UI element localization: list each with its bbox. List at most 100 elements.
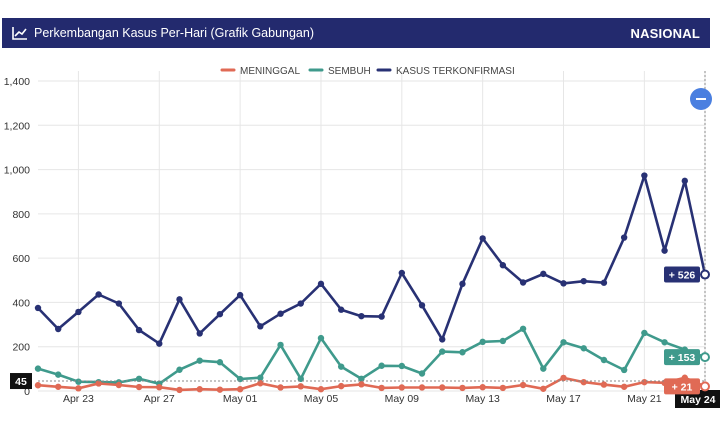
data-point[interactable] [439,336,446,343]
data-point[interactable] [641,378,648,386]
data-point[interactable] [257,380,264,387]
legend-item[interactable]: MENINGGAL [220,66,300,77]
data-point[interactable] [236,291,244,299]
data-point[interactable] [337,363,345,370]
data-point[interactable] [75,378,82,385]
data-point[interactable] [681,177,688,185]
data-point[interactable] [257,323,264,330]
data-point[interactable] [418,302,426,309]
data-point[interactable] [540,270,547,278]
data-point[interactable] [156,384,163,391]
data-point[interactable] [540,365,547,372]
data-point[interactable] [55,325,62,333]
legend-item[interactable]: KASUS TERKONFIRMASI [376,66,515,77]
data-point[interactable] [135,326,143,334]
data-point[interactable] [600,279,608,286]
data-point[interactable] [34,304,42,312]
data-point[interactable] [216,310,224,318]
data-point[interactable] [196,330,203,337]
data-point[interactable] [580,378,587,386]
zoom-out-button[interactable] [690,88,712,110]
data-point[interactable] [297,300,304,307]
data-point[interactable] [620,366,628,374]
data-point[interactable] [196,357,203,364]
data-point[interactable] [459,280,466,288]
data-point[interactable] [34,382,42,389]
data-point[interactable] [620,383,628,390]
data-point[interactable] [519,381,527,389]
data-point[interactable] [439,384,446,391]
data-point[interactable] [196,386,203,393]
data-point[interactable] [135,375,143,383]
data-point[interactable] [600,356,608,364]
data-point[interactable] [358,375,365,383]
data-point[interactable] [297,375,304,383]
data-point[interactable] [560,339,567,346]
data-point[interactable] [418,370,426,377]
data-point[interactable] [257,374,264,381]
data-point[interactable] [236,386,244,393]
data-point[interactable] [620,234,628,241]
data-point[interactable] [176,366,183,373]
data-point[interactable] [378,362,385,369]
data-point[interactable] [459,349,466,356]
data-point[interactable] [560,280,567,287]
data-point[interactable] [378,384,385,392]
data-point[interactable] [479,384,486,391]
data-point[interactable] [519,325,527,332]
data-point[interactable] [317,280,325,288]
data-point[interactable] [398,384,406,391]
data-point[interactable] [317,386,325,393]
data-point[interactable] [378,313,385,320]
data-point[interactable] [277,341,284,349]
data-point[interactable] [317,334,325,342]
data-point[interactable] [398,269,406,277]
legend-item[interactable]: SEMBUH [308,66,371,77]
data-point[interactable] [398,362,406,370]
data-point[interactable] [499,384,507,392]
legend-label: SEMBUH [328,66,371,77]
data-point[interactable] [115,381,123,389]
data-point[interactable] [641,329,648,337]
data-point[interactable] [540,385,547,392]
data-point[interactable] [55,371,62,378]
data-point[interactable] [479,235,486,242]
data-point[interactable] [34,365,42,372]
data-point[interactable] [418,384,426,391]
data-point[interactable] [519,279,527,286]
data-point[interactable] [499,262,507,269]
data-point[interactable] [358,381,365,388]
data-point[interactable] [176,296,183,303]
data-point[interactable] [580,345,587,352]
x-tick-label: May 09 [385,393,420,405]
data-point[interactable] [459,384,466,392]
data-point[interactable] [337,306,345,313]
data-point[interactable] [277,384,284,391]
data-point[interactable] [479,338,486,346]
data-point[interactable] [580,277,587,285]
data-point[interactable] [55,383,62,390]
data-point[interactable] [75,385,82,392]
data-point[interactable] [216,359,224,366]
data-point[interactable] [358,312,365,320]
data-point[interactable] [641,172,648,179]
chart-area: 0 200 400 600 800 1,000 1,200 1,400 Apr 23 Apr 2… [0,52,720,420]
data-point[interactable] [95,380,102,387]
data-point[interactable] [277,310,284,317]
data-point[interactable] [156,340,163,347]
data-point[interactable] [95,291,102,298]
crosshair-x-tag: May 24 [675,390,720,408]
data-point[interactable] [600,381,608,388]
data-point[interactable] [115,300,123,307]
data-point[interactable] [439,348,446,355]
data-point[interactable] [499,337,507,345]
data-point[interactable] [337,382,345,390]
data-point[interactable] [135,383,143,391]
data-point[interactable] [176,386,183,394]
data-point[interactable] [560,374,567,382]
data-point[interactable] [661,247,668,254]
data-point[interactable] [661,339,668,346]
data-point[interactable] [216,386,224,393]
data-point[interactable] [75,308,82,316]
data-point[interactable] [297,383,304,390]
